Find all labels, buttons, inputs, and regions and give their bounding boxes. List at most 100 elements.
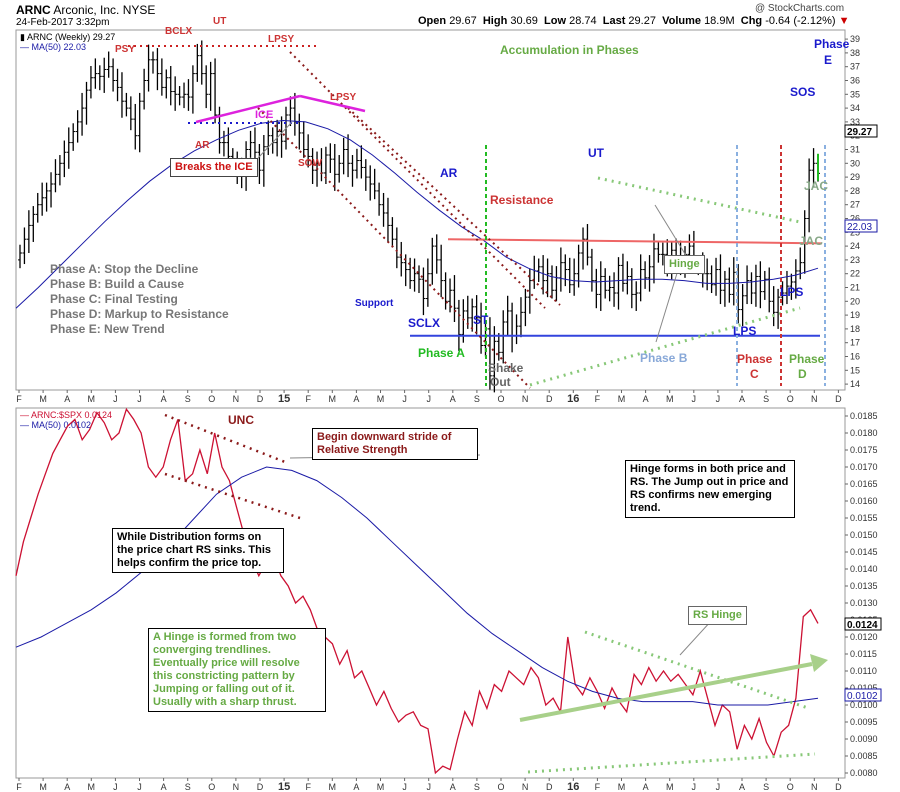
- x-tick-label: A: [64, 394, 70, 404]
- x-tick-label: M: [329, 394, 337, 404]
- y-tick-label: 0.0080: [850, 768, 878, 778]
- phase-d-desc: Phase D: Markup to Resistance: [50, 307, 229, 321]
- phase-e-desc: Phase E: New Trend: [50, 322, 165, 336]
- y-tick-label: 0.0095: [850, 717, 878, 727]
- y-tick-label: 16: [850, 352, 860, 362]
- y-tick-label: 0.0135: [850, 581, 878, 591]
- y-tick-label: 17: [850, 338, 860, 348]
- x-tick-label: D: [257, 394, 264, 404]
- x-tick-label: A: [450, 782, 456, 792]
- low-value: 28.74: [569, 15, 597, 27]
- x-tick-label: J: [692, 394, 697, 404]
- x-tick-label: O: [208, 394, 215, 404]
- x-tick-label: 15: [278, 393, 290, 405]
- y-tick-label: 0.0130: [850, 598, 878, 608]
- y-tick-label: 0.0175: [850, 445, 878, 455]
- x-tick-label: A: [643, 782, 649, 792]
- rs-ma-legend: — MA(50) 0.0102: [20, 420, 91, 430]
- rs-panel-frame: [15, 407, 846, 779]
- breaks-ice-box: Breaks the ICE: [170, 158, 258, 177]
- x-tick-label: O: [208, 782, 215, 792]
- x-tick-label: M: [618, 394, 626, 404]
- rs-jump-arrow: [519, 662, 813, 722]
- price-annotation: Out: [490, 375, 511, 389]
- y-tick-label: 0.0145: [850, 547, 878, 557]
- callout-line: [654, 204, 691, 263]
- x-tick-label: J: [137, 394, 142, 404]
- price-annotation: Shake: [488, 361, 524, 375]
- x-tick-label: S: [763, 394, 769, 404]
- x-tick-label: F: [16, 782, 22, 792]
- y-tick-label: 0.0180: [850, 428, 878, 438]
- distribution-box: While Distribution forms on the price ch…: [112, 528, 284, 573]
- y-tick-label: 0.0090: [850, 734, 878, 744]
- y-tick-label: 15: [850, 365, 860, 375]
- callout-line: [679, 619, 713, 656]
- price-annotation: D: [798, 367, 807, 381]
- y-tick-label: 26: [850, 214, 860, 224]
- y-tick-label: 20: [850, 296, 860, 306]
- rs-trend-upper: [164, 413, 286, 464]
- x-tick-label: M: [377, 394, 385, 404]
- rs-hinge-box: RS Hinge: [688, 606, 747, 625]
- price-annotation: PSY: [115, 44, 135, 55]
- x-tick-label: F: [305, 394, 311, 404]
- price-annotation: Accumulation in Phases: [500, 43, 639, 57]
- price-annotation: Phase: [814, 37, 850, 51]
- ma-value-label: 22.03: [847, 222, 872, 233]
- x-tick-label: S: [763, 782, 769, 792]
- ice-line-left: [195, 94, 301, 124]
- x-tick-label: N: [522, 394, 529, 404]
- y-tick-label: 27: [850, 200, 860, 210]
- x-tick-label: J: [426, 394, 431, 404]
- y-tick-label: 19: [850, 310, 860, 320]
- x-tick-label: O: [497, 782, 504, 792]
- price-annotation: UT: [213, 16, 226, 27]
- x-tick-label: D: [257, 782, 264, 792]
- y-tick-label: 0.0085: [850, 751, 878, 761]
- price-annotation: SCLX: [408, 316, 440, 330]
- hinge-description-box: A Hinge is formed from two converging tr…: [148, 628, 326, 712]
- x-tick-label: O: [787, 394, 794, 404]
- phase-a-desc: Phase A: Stop the Decline: [50, 262, 199, 276]
- price-annotation: SOW: [298, 158, 322, 169]
- downchannel-upper: [289, 51, 546, 309]
- x-tick-label: A: [739, 782, 745, 792]
- price-annotation: SOS: [790, 85, 815, 99]
- x-tick-label: M: [88, 394, 96, 404]
- y-tick-label: 0.0185: [850, 411, 878, 421]
- ma-legend: — MA(50) 22.03: [20, 42, 86, 52]
- price-annotation: AR: [440, 166, 458, 180]
- price-annotation: ST: [473, 313, 489, 327]
- x-tick-label: J: [113, 394, 118, 404]
- phase-c-desc: Phase C: Final Testing: [50, 292, 178, 306]
- x-tick-label: J: [692, 782, 697, 792]
- phase-b-desc: Phase B: Build a Cause: [50, 277, 185, 291]
- y-tick-label: 18: [850, 324, 860, 334]
- x-tick-label: N: [811, 394, 818, 404]
- x-tick-label: D: [546, 394, 553, 404]
- x-tick-label: M: [329, 782, 337, 792]
- price-annotation: Phase: [789, 352, 825, 366]
- x-tick-label: D: [546, 782, 553, 792]
- rs-annotation: UNC: [228, 413, 254, 427]
- x-tick-label: J: [137, 782, 142, 792]
- ma-value-tag: [844, 219, 878, 233]
- y-tick-label: 0.0100: [850, 700, 878, 710]
- price-annotation: Phase B: [640, 351, 688, 365]
- x-tick-label: M: [39, 782, 47, 792]
- y-tick-label: 29: [850, 172, 860, 182]
- price-annotation: C: [750, 367, 759, 381]
- x-tick-label: A: [353, 782, 359, 792]
- x-tick-label: N: [811, 782, 818, 792]
- x-tick-label: 16: [567, 393, 579, 405]
- price-annotation: JAC: [804, 179, 828, 193]
- high-value: 30.69: [510, 15, 538, 27]
- callout-line: [655, 269, 679, 343]
- x-tick-label: F: [595, 782, 601, 792]
- price-annotation: ICE: [255, 109, 273, 121]
- y-tick-label: 31: [850, 145, 860, 155]
- x-tick-label: N: [233, 782, 240, 792]
- x-tick-label: N: [522, 782, 529, 792]
